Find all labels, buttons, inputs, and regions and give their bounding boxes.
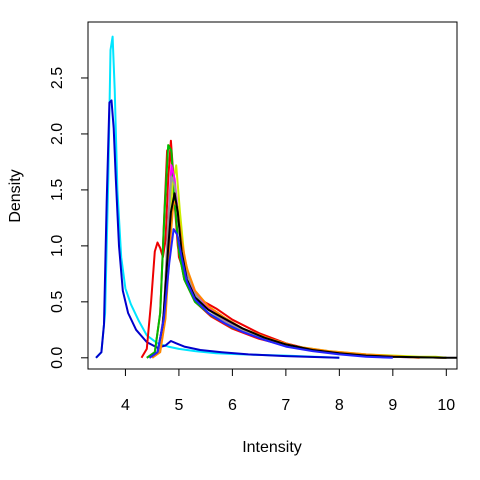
x-tick-label: 9 — [388, 397, 397, 414]
density-line-8 — [151, 175, 420, 359]
x-tick-label: 6 — [228, 397, 237, 414]
y-tick-label: 1.0 — [49, 235, 66, 257]
density-line-9 — [151, 200, 420, 359]
y-tick-label: 2.0 — [49, 123, 66, 145]
y-tick-label: 1.5 — [49, 179, 66, 201]
density-line-3 — [140, 139, 447, 359]
density-line-10 — [148, 192, 457, 359]
plot-frame — [87, 21, 458, 370]
x-tick-label: 7 — [281, 397, 290, 414]
density-line-5 — [146, 144, 447, 359]
x-tick-label: 8 — [335, 397, 344, 414]
y-tick-label: 2.5 — [49, 67, 66, 89]
density-line-4 — [146, 144, 447, 359]
y-tick-label: 0.0 — [49, 347, 66, 369]
series-layer — [95, 35, 457, 359]
density-line-7 — [151, 164, 420, 359]
x-tick-label: 5 — [174, 397, 183, 414]
y-tick-label: 0.5 — [49, 291, 66, 313]
y-axis-label: Density — [7, 169, 24, 222]
density-line-6 — [151, 164, 447, 359]
y-axis: 0.0 0.5 1.0 1.5 2.0 2.5 — [49, 67, 89, 369]
density-line-11 — [148, 228, 393, 359]
x-tick-label: 10 — [437, 397, 455, 414]
x-axis: 4 5 6 7 8 9 10 — [121, 368, 455, 414]
x-tick-label: 4 — [121, 397, 130, 414]
x-axis-label: Intensity — [242, 439, 302, 456]
density-line-2 — [95, 99, 340, 359]
